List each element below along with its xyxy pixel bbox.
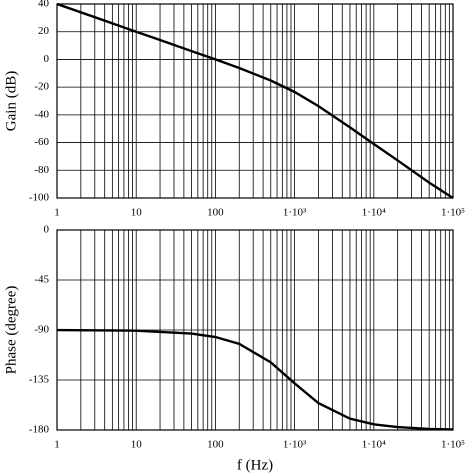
x-tick-label: 1 (54, 439, 60, 451)
x-tick-label: 10 (131, 439, 143, 451)
x-tick-label: 100 (207, 207, 224, 219)
y-axis-label: Gain (dB) (3, 71, 19, 131)
y-tick-label: -180 (29, 424, 50, 436)
plot-frame (56, 3, 454, 199)
y-tick-label: -100 (29, 192, 50, 204)
x-tick-label: 100 (207, 439, 224, 451)
y-tick-label: 0 (44, 53, 50, 65)
x-axis-label: f (Hz) (237, 457, 273, 473)
y-tick-label: 0 (44, 224, 50, 236)
y-tick-label: 20 (38, 25, 50, 37)
y-tick-label: -80 (34, 164, 49, 176)
x-tick-label: 1·10³ (283, 207, 307, 219)
y-tick-label: -90 (34, 324, 49, 336)
y-axis-label: Phase (degree) (3, 286, 19, 375)
x-tick-label: 1·10³ (283, 439, 307, 451)
y-tick-label: 40 (38, 0, 50, 10)
x-tick-label: 1·10⁵ (441, 207, 465, 219)
y-tick-label: -20 (34, 81, 49, 93)
y-tick-label: -135 (29, 374, 50, 386)
x-tick-label: 1 (54, 207, 60, 219)
line (56, 328, 454, 431)
x-tick-label: 1·10⁴ (362, 439, 386, 451)
y-tick-label: -45 (34, 274, 49, 286)
y-tick-label: -60 (34, 136, 49, 148)
plot-frame (56, 229, 454, 431)
x-tick-label: 1·10⁴ (362, 207, 386, 219)
x-tick-label: 10 (131, 207, 143, 219)
y-tick-label: -40 (34, 108, 49, 120)
x-tick-label: 1·10⁵ (441, 439, 465, 451)
line (56, 2, 454, 200)
